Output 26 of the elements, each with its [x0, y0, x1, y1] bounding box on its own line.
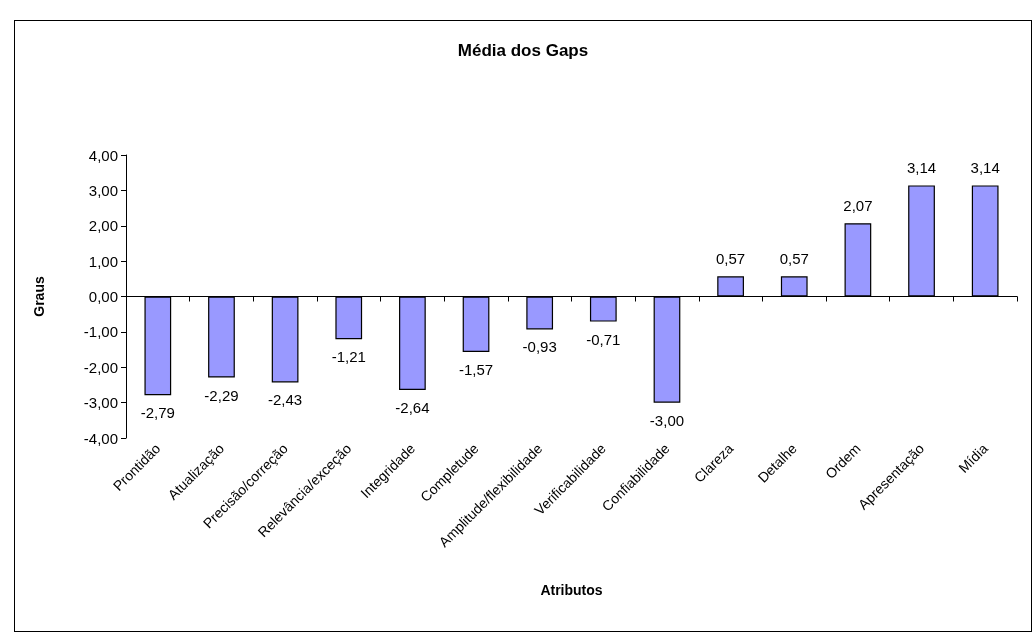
- y-tick-label: 1,00: [88, 252, 118, 270]
- data-label: -2,64: [395, 398, 430, 416]
- y-axis-title: Graus: [31, 276, 47, 317]
- y-tick-label: -3,00: [83, 394, 118, 412]
- data-label: -2,43: [268, 391, 303, 409]
- y-tick-label: 3,00: [88, 181, 118, 199]
- data-label: 0,57: [779, 250, 809, 268]
- data-label: 3,14: [906, 159, 937, 177]
- y-tick-label: 0,00: [88, 288, 118, 305]
- data-label: 2,07: [843, 197, 873, 215]
- y-tick-label: 4,00: [88, 146, 118, 164]
- data-label: -2,79: [140, 404, 175, 422]
- data-label: -0,93: [522, 338, 557, 356]
- data-label: 0,57: [716, 250, 746, 268]
- y-tick-label: -1,00: [83, 323, 118, 341]
- data-label: -2,29: [204, 386, 239, 404]
- y-tick-label: 2,00: [88, 217, 118, 235]
- y-tick-label: -4,00: [83, 429, 118, 447]
- data-label: -1,21: [331, 348, 366, 366]
- data-label: -0,71: [586, 330, 621, 348]
- x-axis-title: Atributos: [540, 582, 603, 598]
- chart-title: Média dos Gaps: [457, 41, 589, 60]
- data-label: -3,00: [649, 411, 685, 429]
- data-label: 3,14: [970, 159, 1000, 177]
- data-label: -1,57: [458, 361, 494, 379]
- y-tick-label: -2,00: [83, 358, 118, 376]
